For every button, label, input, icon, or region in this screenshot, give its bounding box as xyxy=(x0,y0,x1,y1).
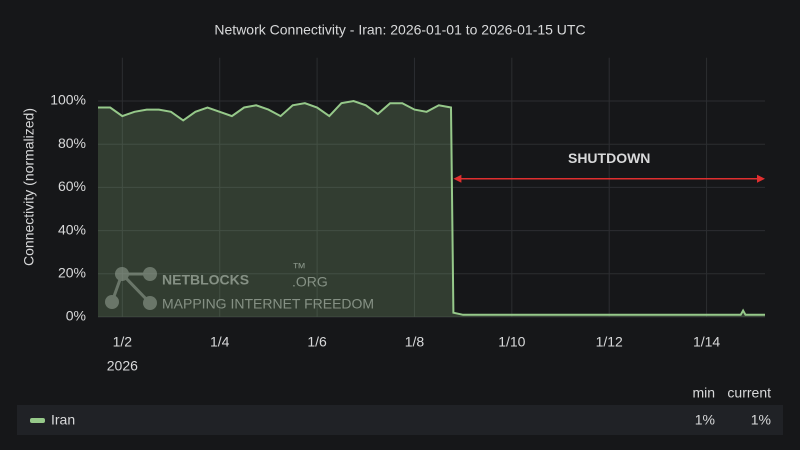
legend-stat-value: 1% xyxy=(751,412,771,428)
y-tick-label: 20% xyxy=(58,265,86,281)
chart-title: Network Connectivity - Iran: 2026-01-01 … xyxy=(214,22,585,38)
x-tick-label: 1/12 xyxy=(596,334,623,350)
x-tick-label: 1/8 xyxy=(405,334,425,350)
y-tick-label: 40% xyxy=(58,221,86,237)
y-axis-label: Connectivity (normalized) xyxy=(21,108,37,266)
series-line xyxy=(98,99,765,316)
legend-bar xyxy=(17,405,783,435)
y-tick-label: 80% xyxy=(58,135,86,151)
x-tick-label: 1/10 xyxy=(498,334,525,350)
x-tick-label: 1/2 xyxy=(113,334,133,350)
legend-swatch xyxy=(30,418,45,423)
grid xyxy=(98,57,765,318)
y-tick-label: 100% xyxy=(50,92,86,108)
y-tick-label: 60% xyxy=(58,178,86,194)
annotation-arrowhead xyxy=(757,174,765,183)
x-tick-label: 1/6 xyxy=(307,334,327,350)
legend-label: Iran xyxy=(51,412,75,428)
watermark-brand: NETBLOCKS xyxy=(162,272,249,288)
watermark-domain: .ORG xyxy=(292,274,328,290)
series-area xyxy=(98,101,765,317)
x-year-label: 2026 xyxy=(107,358,138,374)
annotation-text: SHUTDOWN xyxy=(568,150,650,166)
x-tick-label: 1/4 xyxy=(210,334,230,350)
legend-stat-value: 1% xyxy=(695,412,715,428)
x-tick-label: 1/14 xyxy=(693,334,720,350)
legend-stat-header: min xyxy=(692,385,715,401)
legend-stat-header: current xyxy=(727,385,771,401)
y-tick-label: 0% xyxy=(66,308,86,324)
watermark: NETBLOCKS ™ .ORG MAPPING INTERNET FREEDO… xyxy=(105,260,374,312)
watermark-tm: ™ xyxy=(292,260,306,276)
annotation-arrowhead xyxy=(453,174,462,183)
watermark-tagline: MAPPING INTERNET FREEDOM xyxy=(162,296,374,312)
